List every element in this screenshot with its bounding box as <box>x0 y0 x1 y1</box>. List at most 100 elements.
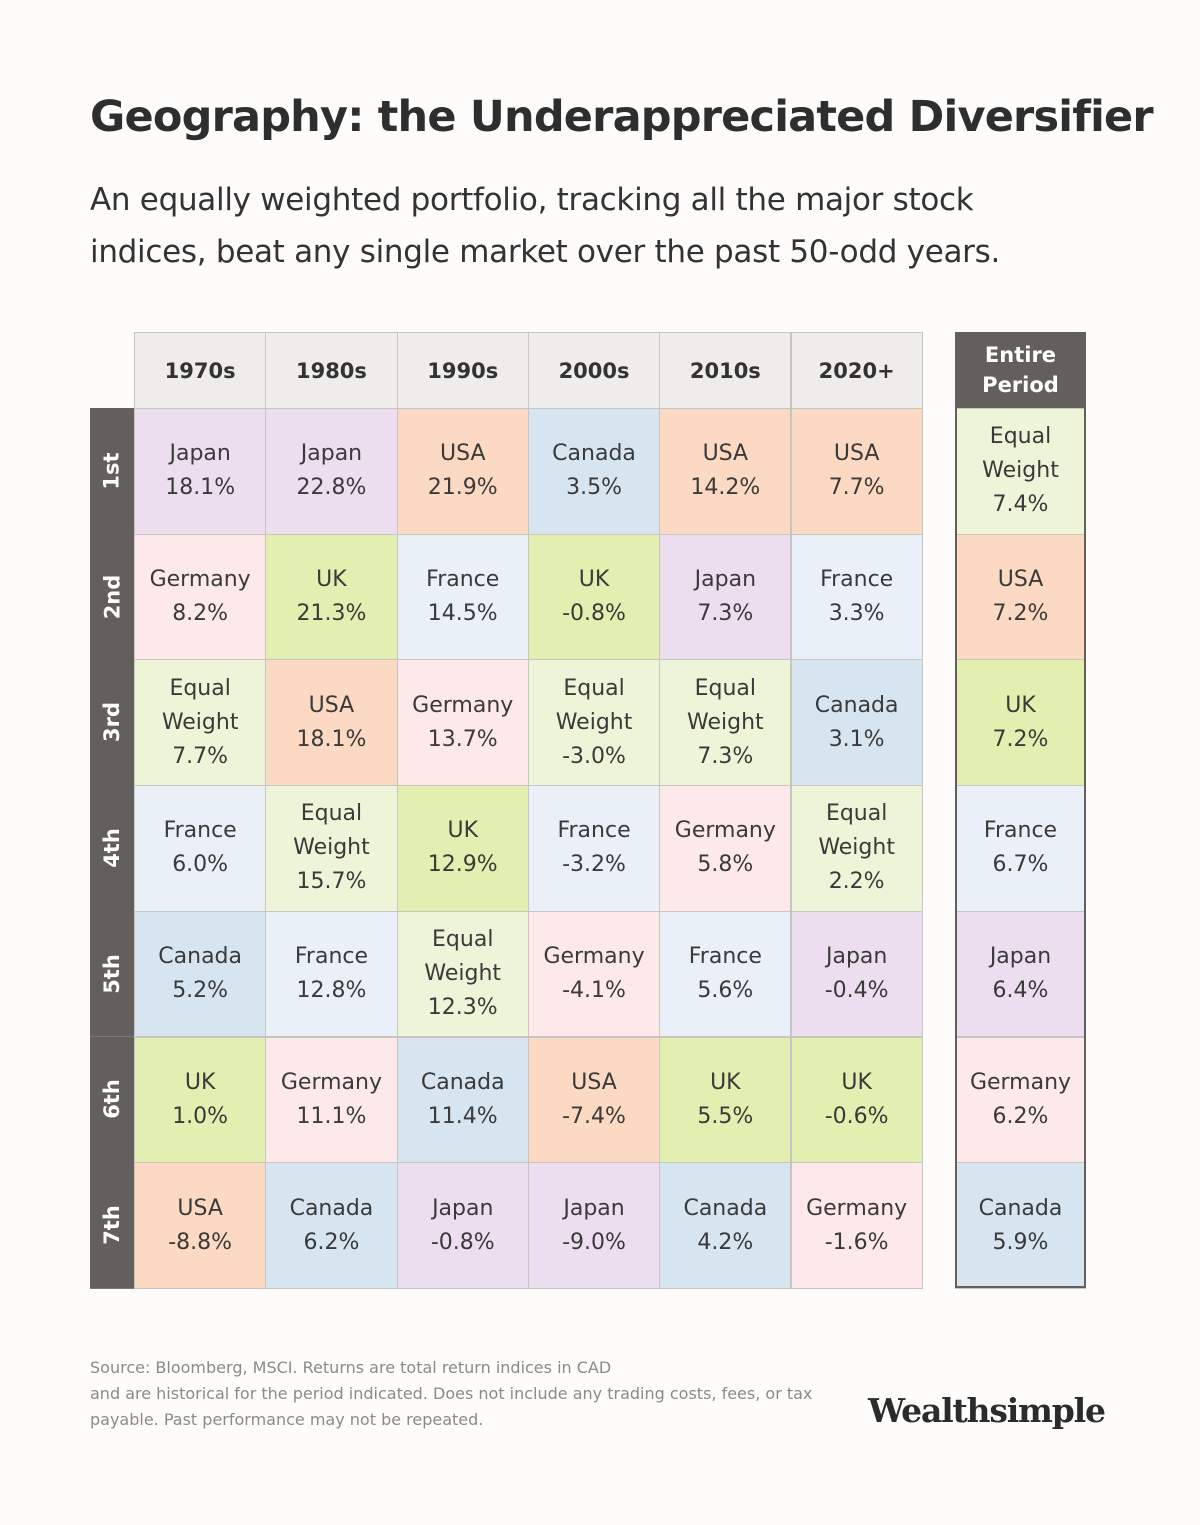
cell-return: 4.2% <box>697 1229 754 1255</box>
cell-2020-2nd: France 3.3% <box>790 533 923 661</box>
cell-1990s-7th: Japan -0.8% <box>396 1162 529 1289</box>
cell-market-line-1: Equal <box>563 675 625 701</box>
cell-2010s-5th: France 5.6% <box>659 910 792 1038</box>
column-header-2020: 2020+ <box>790 332 923 409</box>
cell-market-line-2: Weight <box>687 709 764 735</box>
cell-return: 12.8% <box>296 978 367 1004</box>
cell-return: 7.4% <box>992 492 1049 518</box>
summary-header-line-1: Entire <box>984 343 1057 367</box>
cell-market: Germany <box>543 944 645 970</box>
cell-return: 6.2% <box>303 1229 360 1255</box>
footnote-line-1: Source: Bloomberg, MSCI. Returns are tot… <box>90 1358 612 1377</box>
rank-text: 6th <box>99 1079 124 1120</box>
cell-return: 18.1% <box>296 726 367 752</box>
cell-return: -0.6% <box>824 1103 889 1129</box>
cell-market-line-2: Weight <box>818 835 895 861</box>
cell-market-line-2: Weight <box>293 835 370 861</box>
summary-cell-4th: France 6.7% <box>955 785 1086 912</box>
cell-return: 15.7% <box>296 869 367 895</box>
cell-market-line-1: Equal <box>825 801 888 827</box>
cell-2010s-4th: Germany 5.8% <box>659 785 792 912</box>
cell-1990s-6th: Canada 11.4% <box>396 1036 529 1164</box>
cell-1980s-3rd: USA 18.1% <box>265 659 398 787</box>
cell-return: -4.1% <box>562 978 626 1004</box>
cell-return: 7.3% <box>697 743 754 769</box>
column-header-label: 2020+ <box>818 358 895 383</box>
cell-market: USA <box>571 1069 617 1095</box>
cell-2000s-5th: Germany -4.1% <box>527 910 661 1038</box>
cell-return: -1.6% <box>824 1229 889 1255</box>
cell-1970s-1st: Japan 18.1% <box>134 408 267 535</box>
rank-label-3rd: 3rd <box>90 659 134 787</box>
cell-2020-6th: UK -0.6% <box>790 1036 923 1164</box>
cell-market: Canada <box>683 1195 768 1221</box>
cell-return: 7.3% <box>697 601 754 627</box>
cell-market-line-1: Equal <box>989 424 1052 450</box>
cell-return: 3.3% <box>828 601 885 627</box>
cell-return: 6.4% <box>992 978 1049 1004</box>
cell-market: Japan <box>694 567 757 593</box>
cell-2020-5th: Japan -0.4% <box>790 910 923 1038</box>
summary-header-line-2: Period <box>982 373 1059 397</box>
cell-return: -9.0% <box>562 1229 626 1255</box>
cell-market: UK <box>184 1069 216 1095</box>
cell-market: Canada <box>978 1195 1063 1221</box>
cell-market: Canada <box>552 441 636 467</box>
cell-market: Japan <box>989 944 1052 970</box>
cell-1980s-7th: Canada 6.2% <box>265 1162 398 1289</box>
wealthsimple-logo: Wealthsimple <box>868 1391 1106 1430</box>
cell-market: USA <box>177 1195 223 1221</box>
rank-label-5th: 5th <box>90 910 134 1038</box>
column-header-label: 1980s <box>295 358 367 383</box>
cell-market: France <box>163 818 237 844</box>
cell-return: 5.5% <box>697 1103 754 1129</box>
cell-2010s-6th: UK 5.5% <box>659 1036 792 1164</box>
cell-return: 22.8% <box>296 475 367 501</box>
cell-return: 5.6% <box>697 978 754 1004</box>
summary-cell-5th: Japan 6.4% <box>955 910 1086 1038</box>
summary-cell-2nd: USA 7.2% <box>955 533 1086 661</box>
rank-text: 2nd <box>100 574 125 619</box>
cell-market-line-1: Equal <box>169 675 231 701</box>
cell-return: 7.2% <box>992 726 1049 752</box>
cell-1970s-4th: France 6.0% <box>134 785 267 912</box>
cell-return: 6.2% <box>992 1103 1049 1129</box>
cell-market: USA <box>308 692 355 718</box>
cell-market-line-2: Weight <box>982 458 1059 484</box>
cell-market: UK <box>316 567 347 593</box>
cell-return: -3.2% <box>562 852 626 878</box>
footnote: Source: Bloomberg, MSCI. Returns are tot… <box>90 1355 812 1433</box>
cell-market-line-2: Weight <box>161 709 239 735</box>
summary-cell-3rd: UK 7.2% <box>955 659 1086 787</box>
rank-label-2nd: 2nd <box>90 533 134 661</box>
cell-market: Canada <box>814 692 899 718</box>
cell-return: -0.8% <box>430 1229 495 1255</box>
cell-2000s-3rd: Equal Weight -3.0% <box>527 659 661 787</box>
subtitle-line-1: An equally weighted portfolio, tracking … <box>90 182 974 218</box>
cell-1970s-5th: Canada 5.2% <box>134 910 267 1038</box>
cell-1990s-1st: USA 21.9% <box>396 408 529 535</box>
cell-1980s-6th: Germany 11.1% <box>265 1036 398 1164</box>
cell-2020-3rd: Canada 3.1% <box>790 659 923 787</box>
cell-return: 11.1% <box>296 1103 367 1129</box>
cell-market-line-2: Weight <box>424 961 502 987</box>
cell-return: 5.8% <box>697 852 754 878</box>
cell-return: 7.7% <box>172 743 229 769</box>
cell-market: Canada <box>420 1069 505 1095</box>
cell-1970s-7th: USA -8.8% <box>134 1162 267 1289</box>
column-header-1990s: 1990s <box>396 332 529 409</box>
rank-text: 3rd <box>99 702 124 743</box>
cell-return: 21.3% <box>296 601 367 627</box>
cell-2020-4th: Equal Weight 2.2% <box>790 785 923 912</box>
cell-market: Germany <box>149 567 251 593</box>
cell-market: UK <box>710 1069 741 1095</box>
cell-market: France <box>820 567 894 593</box>
cell-return: 1.0% <box>172 1103 229 1129</box>
column-header-label: 2000s <box>558 358 630 383</box>
cell-return: -0.4% <box>824 978 889 1004</box>
column-header-label: 2010s <box>689 358 761 383</box>
cell-market: Germany <box>806 1195 908 1221</box>
cell-return: 3.1% <box>828 726 885 752</box>
cell-1980s-4th: Equal Weight 15.7% <box>265 785 398 912</box>
cell-return: 6.7% <box>992 852 1049 878</box>
